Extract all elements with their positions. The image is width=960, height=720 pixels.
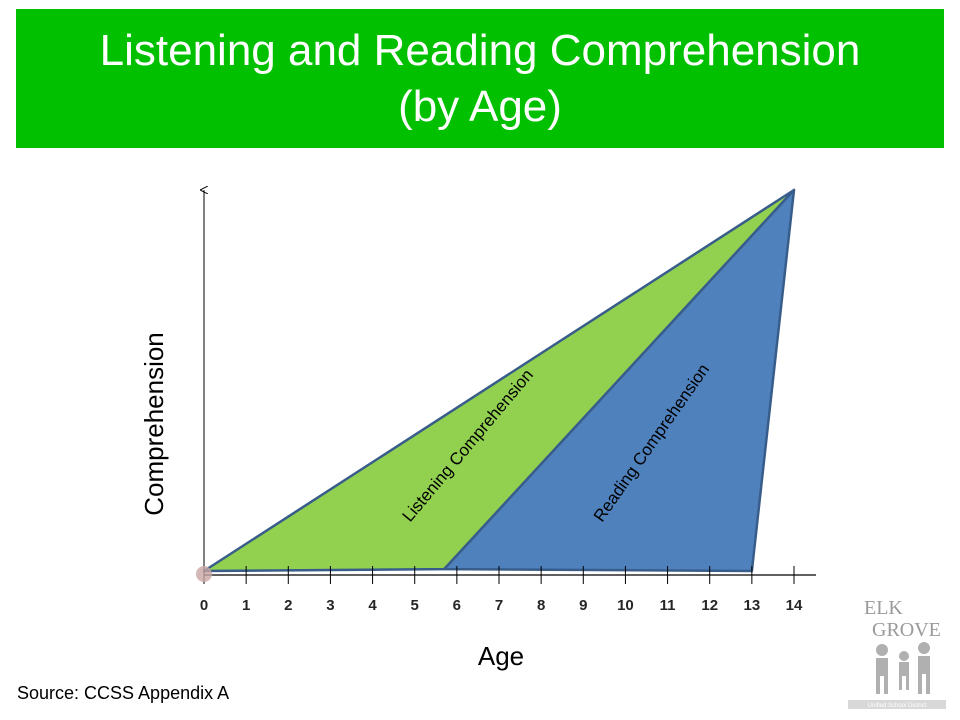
x-tick-label: 8 bbox=[537, 597, 545, 614]
y-axis-title: Comprehension bbox=[139, 332, 169, 516]
x-tick-label: 6 bbox=[453, 597, 461, 614]
x-tick-label: 13 bbox=[744, 597, 761, 614]
logo-text-elk: ELK bbox=[864, 597, 903, 619]
slide-title-line-1: Listening and Reading Comprehension bbox=[99, 25, 861, 75]
x-tick-label: 2 bbox=[284, 597, 292, 614]
logo-text-district: Unified School District bbox=[868, 703, 927, 709]
x-axis-title: Age bbox=[478, 641, 524, 671]
children-figures-icon bbox=[876, 642, 930, 694]
logo-text-grove: GROVE bbox=[872, 619, 941, 641]
x-tick-label: 1 bbox=[242, 597, 250, 614]
x-tick-label: 9 bbox=[579, 597, 587, 614]
slide-title-line-2: (by Age) bbox=[398, 81, 562, 131]
x-tick-label: 3 bbox=[326, 597, 334, 614]
x-tick-label: 10 bbox=[617, 597, 634, 614]
x-tick-label: 4 bbox=[368, 597, 377, 614]
x-tick-label: 0 bbox=[200, 597, 208, 614]
source-note: Source: CCSS Appendix A bbox=[17, 683, 230, 703]
x-tick-label: 12 bbox=[701, 597, 718, 614]
x-tick-label: 11 bbox=[660, 597, 676, 614]
x-ticks: 0 1 2 3 4 5 6 7 8 9 10 11 12 13 14 bbox=[200, 566, 803, 614]
x-tick-label: 5 bbox=[411, 597, 419, 614]
x-tick-label: 7 bbox=[495, 597, 503, 614]
x-tick-label: 14 bbox=[786, 597, 803, 614]
reading-comprehension-region bbox=[442, 188, 796, 573]
elk-grove-logo: ELK GROVE Unified School District bbox=[848, 597, 946, 709]
title-banner: Listening and Reading Comprehension (by … bbox=[16, 9, 944, 148]
regions-layer bbox=[202, 188, 796, 573]
logo-banner bbox=[848, 700, 946, 709]
origin-marker bbox=[196, 566, 212, 582]
